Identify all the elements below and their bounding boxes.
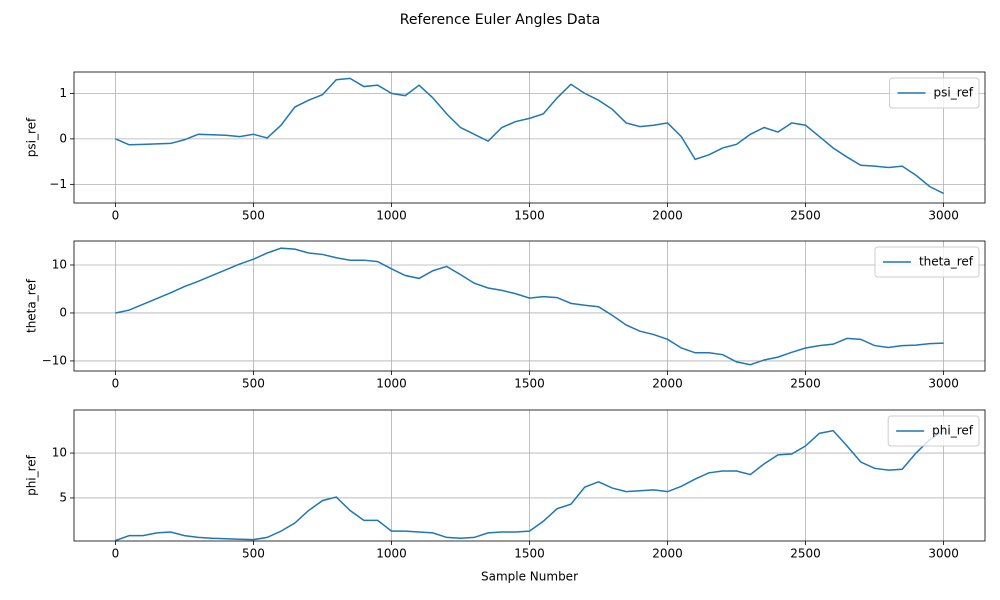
y-tick-label: −10: [42, 353, 67, 367]
x-tick-label: 2500: [790, 209, 821, 223]
y-tick-label: −1: [49, 177, 67, 191]
axes-frame: [73, 240, 986, 372]
x-tick-label: 2000: [652, 209, 683, 223]
y-tick-label: 5: [59, 490, 67, 504]
x-tick-label: 1500: [514, 377, 545, 391]
y-axis-label: psi_ref: [25, 117, 39, 157]
legend-label: phi_ref: [932, 424, 974, 438]
y-tick-label: 1: [59, 86, 67, 100]
legend: psi_ref: [889, 77, 980, 109]
series-line: [115, 429, 944, 541]
x-tick-label: 2500: [790, 547, 821, 561]
y-tick-label: 0: [59, 305, 67, 319]
legend-label: psi_ref: [934, 86, 974, 100]
x-tick-label: 2000: [652, 377, 683, 391]
axes-frame: [73, 71, 986, 204]
x-tick-label: 1500: [514, 547, 545, 561]
x-tick-label: 0: [112, 209, 120, 223]
y-axis-label: theta_ref: [25, 278, 39, 333]
x-tick-label: 1000: [376, 209, 407, 223]
x-tick-label: 1500: [514, 209, 545, 223]
x-tick-label: 0: [112, 377, 120, 391]
series-line: [115, 77, 944, 195]
legend: phi_ref: [887, 415, 980, 447]
x-tick-label: 3000: [928, 547, 959, 561]
x-axis-label: Sample Number: [481, 570, 578, 584]
legend-box: [889, 77, 980, 109]
x-tick-label: 500: [242, 547, 265, 561]
legend-box: [874, 246, 980, 278]
legend: theta_ref: [874, 246, 980, 278]
legend-box: [887, 415, 980, 447]
x-tick-label: 500: [242, 377, 265, 391]
x-tick-label: 1000: [376, 377, 407, 391]
y-tick-label: 10: [52, 257, 67, 271]
x-tick-label: 1000: [376, 547, 407, 561]
x-tick-label: 3000: [928, 209, 959, 223]
x-tick-label: 500: [242, 209, 265, 223]
x-tick-label: 2500: [790, 377, 821, 391]
x-tick-label: 0: [112, 547, 120, 561]
axes-frame: [73, 409, 986, 542]
legend-label: theta_ref: [919, 255, 974, 269]
figure-title: Reference Euler Angles Data: [400, 12, 600, 28]
y-tick-label: 10: [52, 446, 67, 460]
y-axis-label: phi_ref: [25, 454, 39, 496]
y-tick-label: 0: [59, 131, 67, 145]
series-line: [115, 247, 944, 366]
x-tick-label: 3000: [928, 377, 959, 391]
x-tick-label: 2000: [652, 547, 683, 561]
